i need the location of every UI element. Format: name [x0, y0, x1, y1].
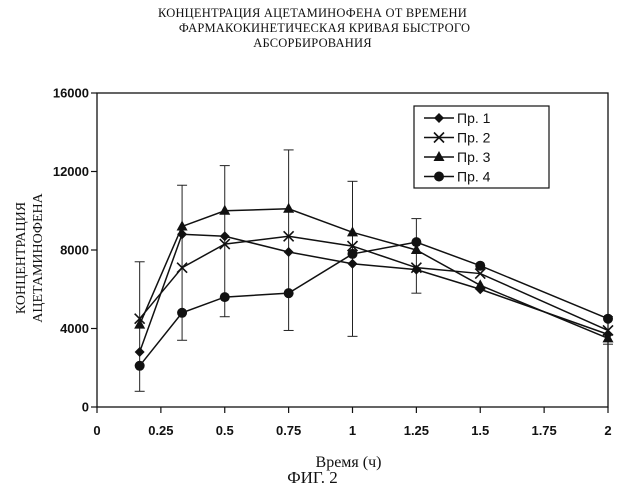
series-point [602, 324, 614, 337]
series-point [219, 231, 230, 242]
legend-marker [434, 171, 444, 182]
series-point [346, 240, 359, 252]
series-line [139, 235, 609, 332]
series-point [411, 237, 422, 248]
series-point [219, 204, 231, 215]
chart-title-line-1: КОНЦЕНТРАЦИЯ АЦЕТАМИНОФЕНА ОТ ВРЕМЕНИ [158, 6, 467, 20]
legend-label: Пр. 4 [457, 169, 491, 185]
series-point [134, 318, 146, 329]
series-point [347, 226, 358, 237]
series-point [134, 347, 145, 358]
x-tick-label: 0.5 [216, 423, 234, 438]
x-tick-label: 0.25 [148, 423, 173, 438]
series-point [283, 246, 294, 257]
series-point [474, 267, 486, 280]
series-point [283, 202, 295, 213]
series-point [602, 332, 614, 343]
y-tick-label: 8000 [60, 243, 89, 258]
series-point [347, 248, 358, 259]
x-tick-label: 1.75 [531, 423, 556, 438]
figure-label: ФИГ. 2 [287, 468, 338, 487]
y-axis-title-line: АЦЕТАМИНОФЕНА [31, 192, 46, 322]
y-axis-title-line: КОНЦЕНТРАЦИЯ [14, 202, 29, 314]
y-tick-label: 16000 [53, 86, 89, 101]
series-point [176, 220, 188, 231]
y-tick-label: 4000 [60, 321, 89, 336]
series-point [177, 307, 188, 318]
legend-marker [433, 131, 445, 144]
series-point [219, 292, 230, 303]
y-tick-label: 12000 [53, 164, 89, 179]
legend-label: Пр. 2 [457, 130, 491, 146]
x-tick-label: 0.75 [276, 423, 301, 438]
x-tick-label: 0 [93, 423, 100, 438]
series-point [475, 260, 486, 271]
x-tick-label: 1.25 [404, 423, 429, 438]
legend-marker [433, 151, 445, 161]
legend-marker [434, 113, 444, 123]
x-tick-label: 1.5 [471, 423, 489, 438]
series-point [283, 288, 294, 299]
series-point [347, 258, 358, 269]
series-point [219, 238, 231, 250]
series-line [139, 241, 609, 367]
series-line [138, 208, 609, 340]
series-point [283, 230, 295, 242]
series-line [138, 233, 609, 353]
legend-label: Пр. 3 [457, 149, 491, 165]
legend-label: Пр. 1 [457, 110, 491, 126]
x-tick-label: 1 [349, 423, 356, 438]
series-point [410, 262, 422, 274]
chart-title-line-3: АБСОРБИРОВАНИЯ [253, 36, 372, 50]
series-point [134, 360, 145, 371]
series-point [410, 244, 422, 254]
series-point [176, 262, 188, 274]
series-point [603, 313, 613, 324]
y-tick-label: 0 [82, 400, 89, 415]
x-axis-title: Время (ч) [316, 454, 382, 471]
chart-title-line-2: ФАРМАКОКИНЕТИЧЕСКАЯ КРИВАЯ БЫСТРОГО [178, 21, 471, 35]
x-tick-label: 2 [604, 423, 611, 438]
series-point [474, 279, 486, 290]
